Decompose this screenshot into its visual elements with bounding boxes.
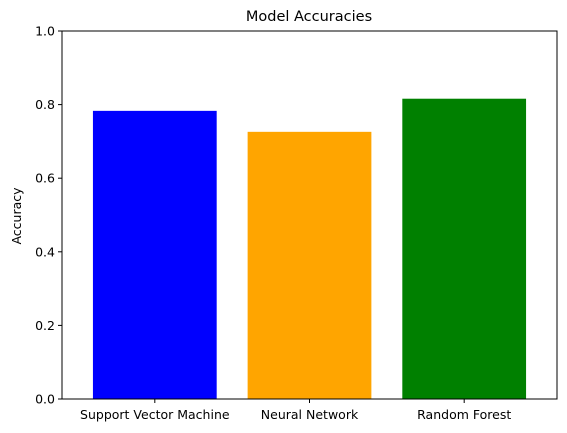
bars-layer — [92, 98, 527, 399]
y-tick-label: 1.0 — [35, 24, 55, 39]
chart-title: Model Accuracies — [246, 9, 372, 25]
x-ticks: Support Vector Machine Neural Network Rand… — [80, 399, 511, 422]
x-tick-label: Random Forest — [417, 407, 511, 422]
y-tick-label: 0.8 — [35, 97, 55, 112]
x-tick-label: Support Vector Machine — [80, 407, 230, 422]
y-tick-label: 0.6 — [35, 171, 55, 186]
y-tick-label: 0.2 — [35, 318, 55, 333]
x-tick-label: Neural Network — [261, 407, 359, 422]
y-tick-label: 0.0 — [35, 392, 55, 407]
bar-neural-network — [247, 131, 372, 399]
y-tick-label: 0.4 — [35, 244, 55, 259]
y-ticks: 0.0 0.2 0.4 0.6 0.8 1.0 — [35, 24, 62, 407]
y-axis-label: Accuracy — [9, 187, 24, 245]
bar-random-forest — [402, 98, 527, 399]
plot-frame — [61, 30, 558, 400]
bar-support-vector-machine — [92, 110, 217, 399]
